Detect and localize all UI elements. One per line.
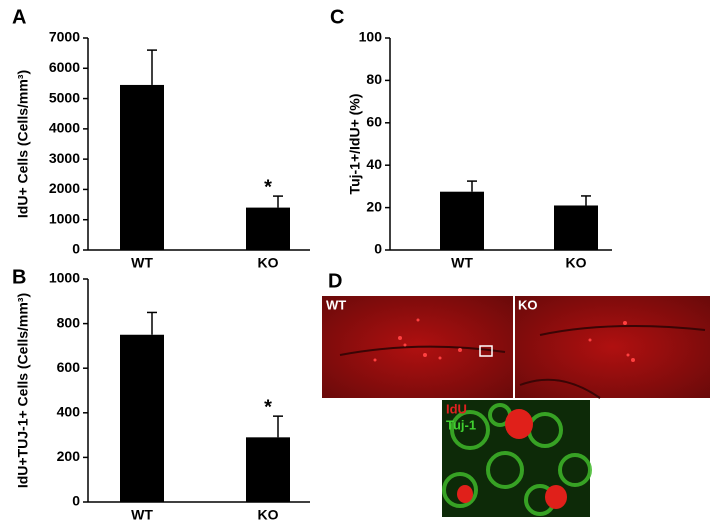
cells — [373, 318, 635, 362]
y-tick-label: 40 — [366, 156, 382, 172]
y-tick-label: 600 — [57, 359, 81, 375]
significance-mark: * — [264, 176, 272, 198]
tuj1-stain — [442, 403, 592, 516]
y-tick-label: 0 — [72, 241, 80, 257]
y-tick-label: 5000 — [49, 89, 80, 105]
y-tick-label: 60 — [366, 114, 382, 130]
significance-mark: * — [264, 396, 272, 418]
bar — [246, 207, 290, 250]
zoom-box — [479, 345, 493, 357]
y-tick-label: 200 — [57, 448, 81, 464]
x-tick-label: KO — [566, 255, 587, 271]
x-tick-label: WT — [131, 507, 153, 523]
panel-label: A — [12, 6, 26, 28]
y-tick-label: 800 — [57, 314, 81, 330]
y-tick-label: 20 — [366, 198, 382, 214]
x-tick-label: KO — [258, 255, 279, 271]
y-tick-label: 6000 — [49, 59, 80, 75]
y-tick-label: 80 — [366, 71, 382, 87]
y-axis-label: IdU+TUJ-1+ Cells (Cells/mm³) — [15, 293, 31, 488]
tissue-line — [339, 345, 506, 356]
ko-image-label: KO — [518, 297, 538, 312]
panel-label: C — [330, 6, 344, 28]
bar — [120, 334, 164, 502]
panel-label: D — [328, 270, 342, 292]
micrographs: WT KO IdU Tuj-1 D — [322, 270, 710, 517]
x-tick-label: WT — [451, 255, 473, 271]
y-tick-label: 2000 — [49, 180, 80, 196]
y-tick-label: 4000 — [49, 120, 80, 136]
y-tick-label: 400 — [57, 404, 81, 420]
x-tick-label: KO — [258, 507, 279, 523]
panel-label: B — [12, 266, 26, 288]
y-tick-label: 0 — [374, 241, 382, 257]
y-tick-label: 0 — [72, 493, 80, 509]
y-axis-label: Tuj-1+/IdU+ (%) — [347, 94, 363, 195]
y-tick-label: 1000 — [49, 270, 80, 286]
wt-image-label: WT — [326, 297, 346, 312]
y-tick-label: 1000 — [49, 210, 80, 226]
y-tick-label: 3000 — [49, 150, 80, 166]
bar — [246, 437, 290, 502]
tuj1-label: Tuj-1 — [446, 417, 476, 432]
idu-stain — [457, 409, 567, 509]
ko-image — [515, 296, 710, 398]
bar — [120, 84, 164, 250]
y-axis-label: IdU+ Cells (Cells/mm³) — [15, 70, 31, 218]
y-tick-label: 7000 — [49, 29, 80, 45]
tissue-line — [519, 325, 706, 399]
idu-label: IdU — [446, 401, 467, 416]
y-tick-label: 100 — [359, 29, 383, 45]
bar — [554, 205, 598, 250]
bar — [440, 191, 484, 250]
x-tick-label: WT — [131, 255, 153, 271]
